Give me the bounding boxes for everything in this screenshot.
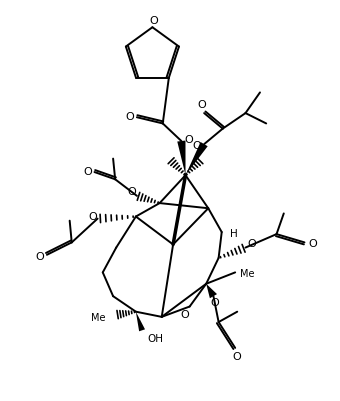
Text: O: O	[88, 212, 97, 221]
Text: O: O	[125, 112, 134, 122]
Text: O: O	[210, 298, 219, 308]
Text: O: O	[247, 239, 256, 249]
Text: O: O	[180, 310, 189, 320]
Polygon shape	[186, 142, 208, 175]
Text: O: O	[233, 352, 242, 362]
Text: O: O	[192, 141, 201, 151]
Text: Me: Me	[91, 313, 106, 323]
Text: OH: OH	[147, 334, 163, 344]
Polygon shape	[206, 284, 217, 298]
Text: O: O	[308, 239, 317, 249]
Text: O: O	[149, 16, 158, 26]
Text: O: O	[128, 187, 136, 197]
Text: O: O	[83, 167, 91, 177]
Text: H: H	[230, 229, 238, 239]
Text: O: O	[35, 252, 44, 262]
Text: Me: Me	[240, 269, 255, 279]
Polygon shape	[136, 312, 145, 331]
Text: O: O	[184, 135, 193, 145]
Polygon shape	[177, 140, 186, 175]
Text: O: O	[198, 100, 206, 110]
